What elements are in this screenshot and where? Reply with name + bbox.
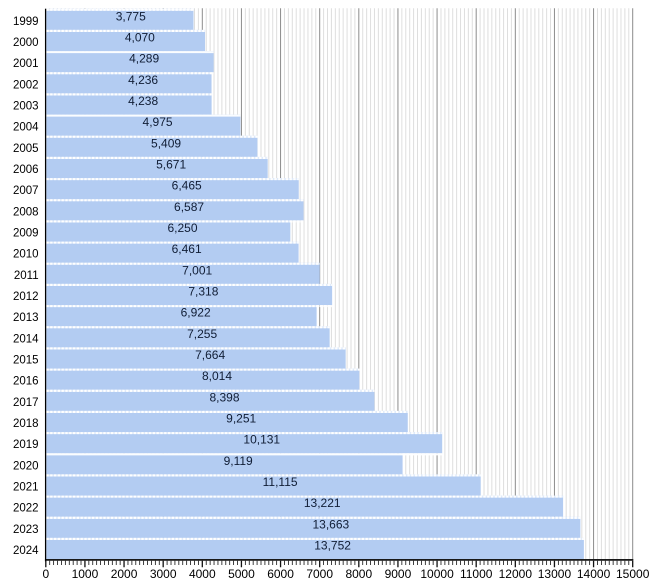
svg-text:2024: 2024 [13,545,39,557]
svg-text:9,251: 9,251 [226,412,256,426]
svg-text:6,587: 6,587 [174,200,204,214]
svg-text:4,236: 4,236 [128,73,158,87]
svg-text:2005: 2005 [13,143,39,155]
svg-text:10000: 10000 [420,567,454,580]
svg-text:14000: 14000 [577,567,611,580]
svg-text:2016: 2016 [13,376,39,388]
svg-text:6,922: 6,922 [181,306,211,320]
svg-text:4,975: 4,975 [143,115,173,129]
svg-text:6000: 6000 [267,567,294,580]
svg-text:2003: 2003 [13,100,39,112]
svg-text:8000: 8000 [345,567,372,580]
svg-text:2013: 2013 [13,312,39,324]
svg-text:2023: 2023 [13,524,39,536]
svg-text:15000: 15000 [616,567,650,580]
svg-text:9000: 9000 [385,567,412,580]
svg-text:2006: 2006 [13,164,39,176]
svg-text:6,250: 6,250 [167,221,197,235]
svg-text:2015: 2015 [13,354,39,366]
svg-text:1000: 1000 [72,567,99,580]
svg-text:7,255: 7,255 [187,327,217,341]
svg-text:2000: 2000 [111,567,138,580]
svg-text:2012: 2012 [13,291,39,303]
svg-text:4,289: 4,289 [129,52,159,66]
svg-text:4,238: 4,238 [128,94,158,108]
svg-text:2001: 2001 [13,58,39,70]
svg-text:7,318: 7,318 [188,285,218,299]
svg-text:2018: 2018 [13,418,39,430]
svg-text:2002: 2002 [13,79,39,91]
svg-text:2022: 2022 [13,503,39,515]
svg-text:8,398: 8,398 [209,390,239,404]
svg-text:13,221: 13,221 [304,496,341,510]
svg-text:13,752: 13,752 [314,539,351,553]
svg-text:1999: 1999 [13,16,39,28]
svg-text:12000: 12000 [499,567,533,580]
svg-text:13000: 13000 [538,567,572,580]
svg-text:2019: 2019 [13,439,39,451]
svg-text:4000: 4000 [189,567,216,580]
svg-text:5,409: 5,409 [151,136,181,150]
svg-text:2014: 2014 [13,333,39,345]
svg-text:2009: 2009 [13,227,39,239]
svg-text:7,001: 7,001 [182,263,212,277]
svg-text:4,070: 4,070 [125,31,155,45]
svg-text:7,664: 7,664 [195,348,225,362]
svg-text:8,014: 8,014 [202,369,232,383]
svg-text:2000: 2000 [13,37,39,49]
svg-text:13,663: 13,663 [312,517,349,531]
svg-text:9,119: 9,119 [224,454,253,468]
svg-text:5,671: 5,671 [156,158,186,172]
svg-text:11000: 11000 [460,567,493,580]
svg-text:2008: 2008 [13,206,39,218]
svg-text:6,461: 6,461 [172,242,202,256]
svg-text:3000: 3000 [150,567,177,580]
svg-text:5000: 5000 [228,567,255,580]
svg-text:3,775: 3,775 [116,9,146,23]
svg-text:2011: 2011 [14,270,39,282]
svg-text:2017: 2017 [13,397,39,409]
svg-text:10,131: 10,131 [243,433,280,447]
svg-text:7000: 7000 [306,567,333,580]
svg-text:6,465: 6,465 [172,179,202,193]
svg-text:2021: 2021 [13,481,39,493]
svg-text:2010: 2010 [13,249,39,261]
svg-text:2004: 2004 [13,122,39,134]
svg-text:11,115: 11,115 [263,475,298,489]
svg-text:0: 0 [42,567,49,580]
svg-text:2020: 2020 [13,460,39,472]
svg-text:2007: 2007 [13,185,39,197]
